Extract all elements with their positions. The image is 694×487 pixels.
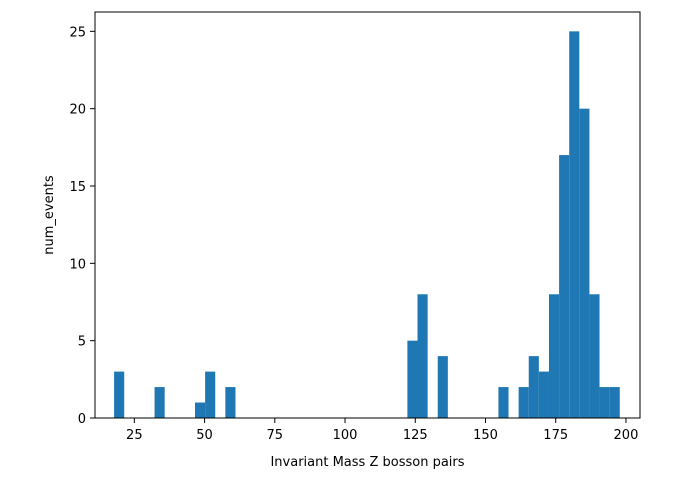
histogram-bar [559,155,570,418]
plot-frame [94,11,641,419]
histogram-bar [569,31,580,419]
y-axis-ticks: 0 5 10 15 20 25 [69,25,95,427]
histogram-bar [528,356,539,418]
x-tick-label: 200 [614,428,639,443]
histogram-bar [609,387,620,418]
y-tick-label: 20 [69,103,86,118]
histogram-bar [407,340,418,418]
y-tick-label: 10 [69,257,86,272]
histogram-bar [498,387,509,418]
histogram-bar [599,387,610,418]
histogram-bar [205,371,216,418]
x-axis-label: Invariant Mass Z bosson pairs [270,455,464,470]
x-tick-label: 25 [126,428,143,443]
bars-layer [114,31,620,419]
x-tick-label: 125 [403,428,428,443]
histogram-bar [437,356,448,418]
histogram-bar [579,108,590,419]
x-tick-label: 175 [543,428,568,443]
x-tick-label: 100 [333,428,358,443]
x-tick-label: 150 [473,428,498,443]
y-tick-label: 5 [78,335,86,350]
histogram-bar [114,371,125,418]
y-tick-label: 15 [69,180,86,195]
histogram-bar [225,387,236,418]
histogram-bar [154,387,165,418]
y-axis-label: num_events [42,175,57,255]
y-tick-label: 25 [69,25,86,40]
histogram-bar [518,387,529,418]
x-tick-label: 75 [267,428,284,443]
histogram-bar [538,371,549,418]
histogram-bar [589,294,600,418]
histogram-bar [195,402,206,418]
histogram-bar [548,294,560,418]
histogram-bar [417,294,428,418]
y-tick-label: 0 [78,412,86,427]
x-axis-ticks: 25 50 75 100 125 150 175 200 [126,418,638,443]
x-tick-label: 50 [196,428,213,443]
